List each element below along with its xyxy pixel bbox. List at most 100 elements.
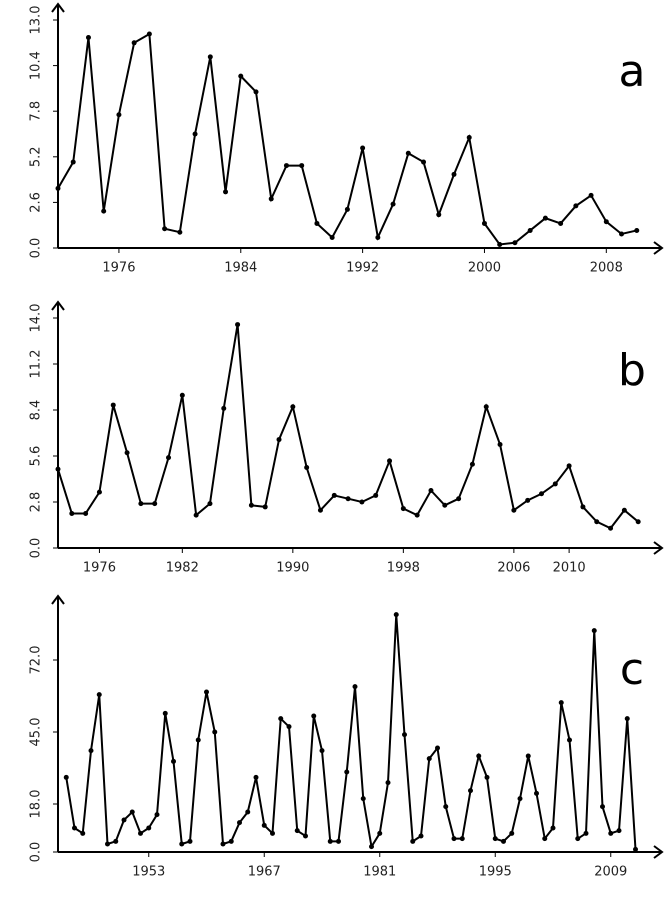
point <box>220 841 226 847</box>
axis-arrow <box>653 541 664 555</box>
point <box>616 828 622 834</box>
x-tick-label: 1990 <box>276 561 309 576</box>
x-tick-label: 1992 <box>346 261 379 276</box>
point <box>400 506 406 512</box>
point <box>195 737 201 743</box>
point <box>619 231 625 237</box>
point <box>262 504 268 510</box>
x-tick-label: 2010 <box>553 561 586 576</box>
point <box>162 226 168 232</box>
point <box>451 836 457 842</box>
point <box>442 502 448 508</box>
point <box>483 404 489 410</box>
axis-arrow <box>51 300 65 311</box>
point <box>124 450 130 456</box>
point <box>517 796 523 802</box>
point <box>179 392 185 398</box>
y-tick-label: 2.8 <box>29 492 44 513</box>
point <box>466 135 472 141</box>
y-tick-label: 72.0 <box>29 646 44 675</box>
point <box>261 822 267 828</box>
point <box>152 501 158 507</box>
point <box>192 131 198 137</box>
point <box>608 525 614 531</box>
point <box>385 780 391 786</box>
point <box>55 185 61 191</box>
point <box>121 817 127 823</box>
point <box>113 838 119 844</box>
point <box>221 405 227 411</box>
point <box>476 753 482 759</box>
point <box>481 220 487 226</box>
series-line <box>57 32 637 246</box>
x-tick-label: 1967 <box>248 865 281 880</box>
point <box>591 628 597 634</box>
point <box>96 692 102 698</box>
point <box>278 716 284 722</box>
point <box>179 841 185 847</box>
point <box>393 612 399 618</box>
point <box>329 234 335 240</box>
x-tick-label: 1953 <box>132 865 165 880</box>
point <box>588 192 594 198</box>
point <box>608 830 614 836</box>
point <box>550 825 556 831</box>
x-tick-label: 1981 <box>363 865 396 880</box>
y-tick-label: 0.0 <box>29 842 44 863</box>
point <box>484 774 490 780</box>
point <box>283 163 289 169</box>
panel-label: a <box>619 46 646 97</box>
point <box>421 159 427 165</box>
point <box>410 838 416 844</box>
y-tick-label: 45.0 <box>29 718 44 747</box>
x-tick-label: 1976 <box>102 261 135 276</box>
point <box>80 830 86 836</box>
point <box>418 833 424 839</box>
y-tick-label: 2.6 <box>29 192 44 213</box>
point <box>314 220 320 226</box>
point <box>443 804 449 810</box>
point <box>303 833 308 839</box>
point <box>237 820 242 826</box>
point <box>88 748 94 754</box>
point <box>594 519 600 525</box>
point <box>344 769 350 775</box>
x-tick-label: 1998 <box>387 561 420 576</box>
point <box>501 838 506 844</box>
point <box>336 838 341 844</box>
point <box>573 203 579 209</box>
point <box>317 507 323 513</box>
x-tick-label: 1982 <box>166 561 199 576</box>
point <box>331 492 337 498</box>
point <box>304 465 310 470</box>
y-tick-label: 0.0 <box>29 538 44 559</box>
point <box>131 40 137 46</box>
point <box>402 732 407 738</box>
point <box>105 841 110 847</box>
point <box>459 836 465 842</box>
x-tick-label: 1976 <box>83 561 116 576</box>
y-tick-label: 0.0 <box>29 238 44 259</box>
y-tick-label: 11.2 <box>29 350 44 379</box>
point <box>603 219 609 225</box>
point <box>552 481 558 487</box>
point <box>138 830 143 836</box>
y-tick-label: 18.0 <box>29 790 44 819</box>
point <box>468 788 473 794</box>
point <box>497 442 503 447</box>
point <box>635 519 641 525</box>
point <box>405 150 411 156</box>
x-tick-label: 2000 <box>468 261 501 276</box>
point <box>146 825 152 831</box>
point <box>166 455 172 461</box>
point <box>436 212 442 218</box>
point <box>212 729 218 735</box>
point <box>542 215 548 221</box>
point <box>294 828 300 834</box>
point <box>187 838 193 844</box>
point <box>55 466 61 472</box>
point <box>327 838 333 844</box>
point <box>428 488 434 493</box>
y-tick-label: 13.0 <box>29 6 44 35</box>
